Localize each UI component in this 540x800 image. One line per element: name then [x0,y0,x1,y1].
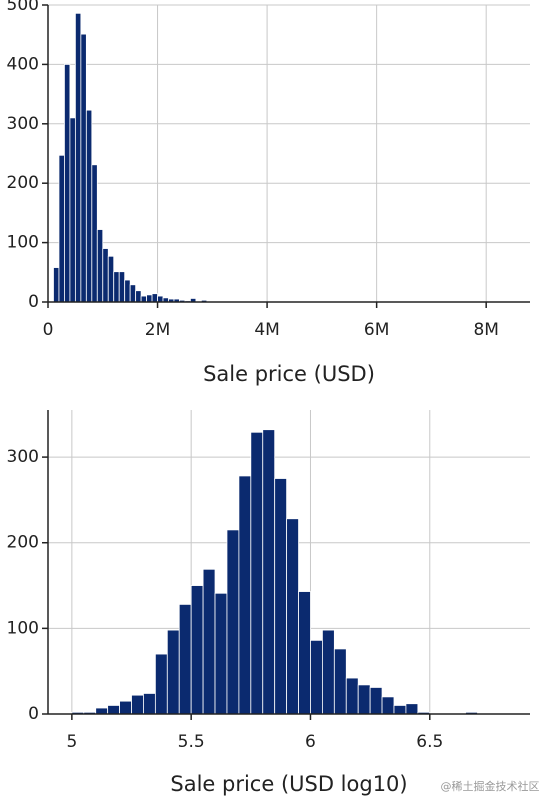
bar [135,290,142,303]
bar [357,684,371,715]
bar [157,295,164,303]
bar [96,229,104,303]
bar [131,694,144,715]
bar [146,294,153,303]
bar [333,648,347,715]
x-tick-label: 2M [145,320,170,340]
x-tick-label: 5.5 [178,732,205,752]
bar [118,271,126,303]
y-tick-label: 0 [28,704,39,724]
bar [107,255,115,303]
y-tick-label: 100 [7,233,39,253]
x-axis-title: Sale price (USD log10) [170,772,407,796]
y-tick-label: 300 [7,447,39,467]
x-tick-label: 6 [305,732,316,752]
watermark: @稀土掘金技术社区 [441,779,540,793]
bar [69,117,76,303]
bar [250,431,264,715]
x-tick-label: 6M [364,320,389,340]
y-tick-label: 300 [7,114,39,134]
bar [64,64,71,303]
bar [151,293,158,303]
y-tick-label: 400 [7,54,39,74]
bar [91,164,98,303]
bar [95,707,109,715]
bar [393,705,407,715]
bar [107,705,120,715]
y-tick-label: 100 [7,618,39,638]
bar [85,109,93,303]
bar [58,154,65,303]
bar [166,629,180,715]
bar [143,693,156,715]
bar [102,248,109,303]
bar [238,475,252,715]
x-tick-label: 4M [254,320,279,340]
bar [124,279,131,303]
bar [298,591,311,715]
bar [129,284,137,303]
bar [310,639,323,715]
bar [119,700,132,715]
bar [190,585,204,715]
bar [226,529,240,715]
bar [381,696,395,715]
bar [345,677,359,715]
bar [369,687,383,715]
y-tick-label: 0 [28,292,39,312]
bar [74,12,82,303]
bar [53,267,60,303]
bar [140,295,147,303]
bar [405,703,419,715]
y-tick-label: 500 [7,0,39,15]
bar [322,629,335,715]
x-tick-label: 5 [66,732,77,752]
bar [154,653,168,715]
bar [274,478,288,715]
bar [286,518,299,715]
bar [113,271,120,303]
bar [202,568,216,715]
x-tick-label: 8M [473,320,498,340]
bar [214,592,228,715]
bar [80,33,87,303]
bar [178,603,192,715]
x-tick-label: 6.5 [416,732,443,752]
y-tick-label: 200 [7,533,39,553]
bar [262,429,276,715]
x-tick-label: 0 [43,320,54,340]
x-axis-title: Sale price (USD) [203,362,375,386]
y-tick-label: 200 [7,173,39,193]
